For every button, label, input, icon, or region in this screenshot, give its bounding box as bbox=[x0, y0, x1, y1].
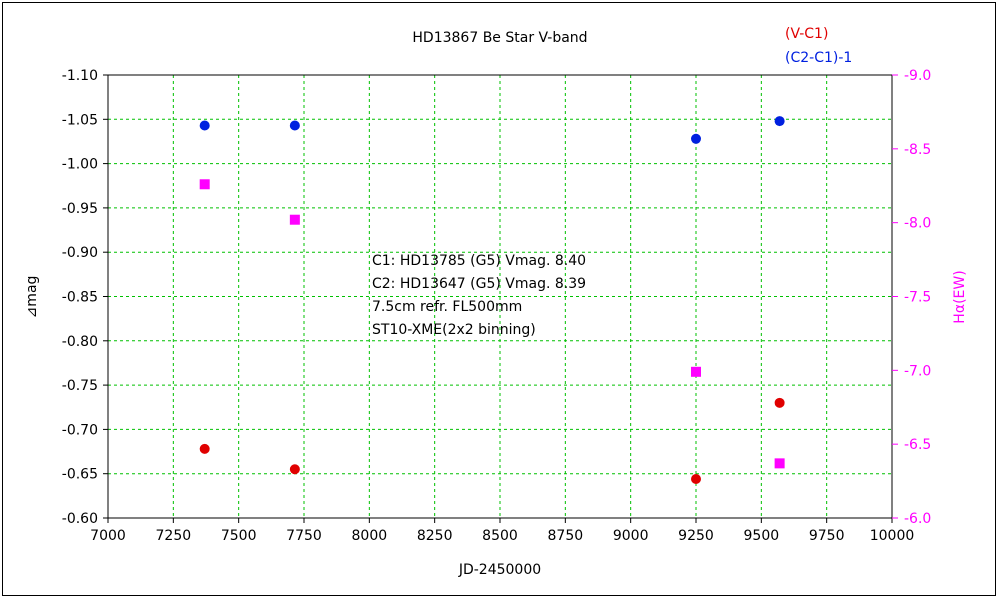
left-y-axis-label: ⊿mag bbox=[24, 276, 40, 319]
right-y-axis-ticks: -6.0 -6.5 -7.0 -7.5 -8.0 -8.5 -9.0 bbox=[892, 68, 931, 527]
x-tick-label: 9250 bbox=[678, 528, 714, 544]
x-tick-label: 9750 bbox=[809, 528, 845, 544]
x-tick-label: 9500 bbox=[744, 528, 780, 544]
x-tick-label: 8250 bbox=[417, 528, 453, 544]
x-tick-label: 7000 bbox=[90, 528, 126, 544]
right-y-tick-label: -7.5 bbox=[904, 290, 931, 306]
halpha-point bbox=[774, 458, 785, 469]
right-y-tick-label: -7.0 bbox=[904, 363, 931, 379]
left-y-tick-label: -0.85 bbox=[62, 290, 98, 306]
x-tick-label: 8750 bbox=[548, 528, 584, 544]
left-y-tick-label: -1.05 bbox=[62, 112, 98, 128]
left-y-tick-label: -1.00 bbox=[62, 157, 98, 173]
left-y-tick-label: -0.60 bbox=[62, 511, 98, 527]
annotation-line-4: ST10-XME(2x2 binning) bbox=[372, 322, 536, 338]
left-y-tick-label: -0.95 bbox=[62, 201, 98, 217]
left-y-tick-label: -0.75 bbox=[62, 378, 98, 394]
left-y-tick-label: -0.65 bbox=[62, 467, 98, 483]
x-tick-label: 10000 bbox=[870, 528, 915, 544]
right-y-tick-label: -8.5 bbox=[904, 142, 931, 158]
halpha-point bbox=[199, 179, 210, 190]
v-c1-point bbox=[691, 474, 701, 485]
x-axis-ticks: 7000 7250 7500 7750 8000 8250 8500 8750 9000 9250… bbox=[90, 518, 914, 544]
right-y-tick-label: -8.0 bbox=[904, 216, 931, 232]
right-y-tick-label: -9.0 bbox=[904, 68, 931, 84]
right-y-tick-label: -6.0 bbox=[904, 511, 931, 527]
v-c1-point bbox=[199, 443, 210, 454]
x-tick-label: 7250 bbox=[156, 528, 192, 544]
x-tick-label: 7500 bbox=[221, 528, 257, 544]
v-c1-point bbox=[289, 464, 300, 475]
left-y-tick-label: -0.80 bbox=[62, 334, 98, 350]
annotation-line-2: C2: HD13647 (G5) Vmag. 8.39 bbox=[372, 276, 586, 292]
left-y-tick-label: -1.10 bbox=[62, 68, 98, 84]
x-tick-label: 8000 bbox=[352, 528, 388, 544]
grid-lines bbox=[108, 75, 892, 518]
v-c1-point bbox=[774, 397, 785, 408]
left-y-tick-label: -0.70 bbox=[62, 422, 98, 438]
halpha-point bbox=[289, 214, 300, 225]
chart-title: HD13867 Be Star V-band bbox=[412, 30, 587, 46]
legend-entry-c2-c1: (C2-C1)-1 bbox=[785, 50, 852, 66]
right-y-tick-label: -6.5 bbox=[904, 437, 931, 453]
legend-entry-v-c1: (V-C1) bbox=[785, 26, 828, 42]
left-y-axis-ticks: -0.60 -0.65 -0.70 -0.75 -0.80 -0.85 -0.90 -0.95… bbox=[62, 68, 108, 527]
c2-c1-point bbox=[199, 120, 210, 131]
x-tick-label: 9000 bbox=[613, 528, 649, 544]
c2-c1-point bbox=[774, 116, 785, 127]
annotation-line-3: 7.5cm refr. FL500mm bbox=[372, 299, 522, 315]
left-y-tick-label: -0.90 bbox=[62, 245, 98, 261]
x-tick-label: 8500 bbox=[482, 528, 518, 544]
x-tick-label: 7750 bbox=[286, 528, 322, 544]
annotation-line-1: C1: HD13785 (G5) Vmag. 8.40 bbox=[372, 253, 586, 269]
x-axis-label: JD-2450000 bbox=[458, 562, 541, 578]
right-y-axis-label: Hα(EW) bbox=[952, 270, 968, 323]
c2-c1-point bbox=[289, 120, 300, 131]
data-points bbox=[199, 116, 785, 485]
halpha-point bbox=[691, 366, 701, 377]
c2-c1-point bbox=[691, 133, 701, 144]
